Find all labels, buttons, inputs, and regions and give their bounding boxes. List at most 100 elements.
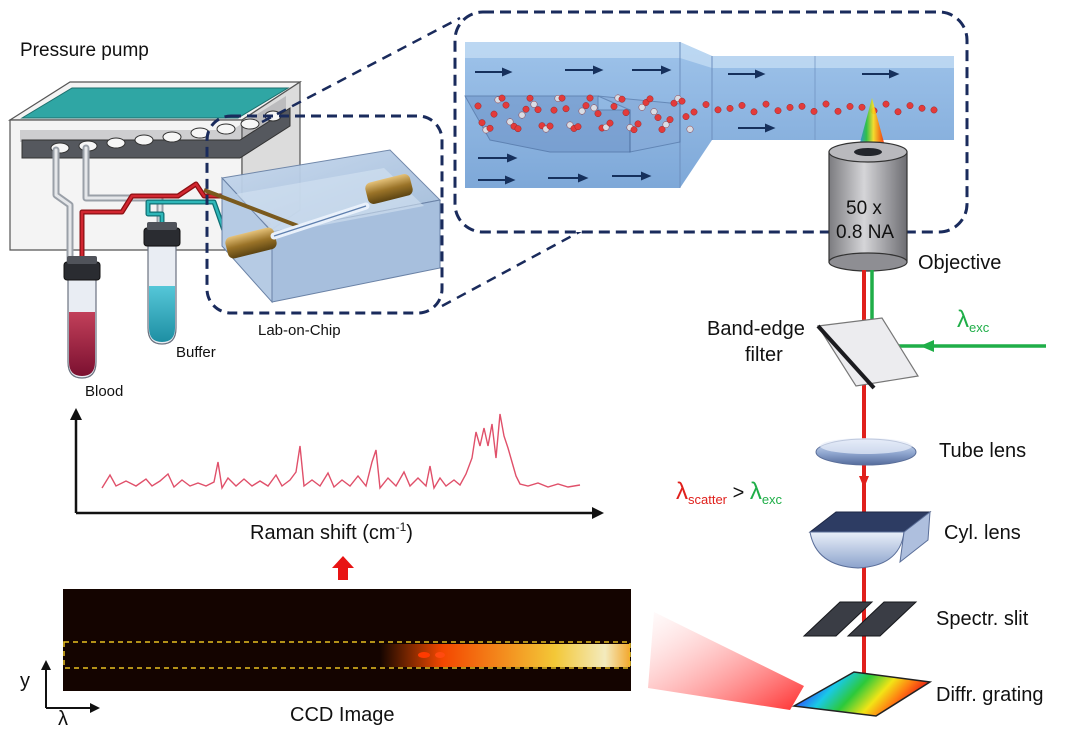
cell-particle xyxy=(834,107,842,115)
band-edge-label-line1: Band-edge xyxy=(707,318,805,340)
cell-particle xyxy=(610,103,618,110)
cell-particle xyxy=(650,108,658,116)
spectrum-axes xyxy=(70,408,604,519)
cell-particle xyxy=(646,95,654,103)
cell-particle xyxy=(654,114,662,121)
cell-particle xyxy=(810,107,818,115)
cell-particle xyxy=(670,99,678,107)
lab-on-chip-label: Lab-on-Chip xyxy=(258,322,341,339)
cell-particle xyxy=(738,102,746,109)
pressure-pump-label: Pressure pump xyxy=(20,40,149,61)
cell-particle xyxy=(786,104,794,111)
lens-icon xyxy=(808,510,932,569)
cell-particle xyxy=(606,119,614,127)
tube-lens-label: Tube lens xyxy=(939,440,1027,462)
arrow-up-icon xyxy=(332,556,354,580)
cell-particle xyxy=(638,103,646,111)
blood-label: Blood xyxy=(85,383,124,400)
lambda-symbol: λ xyxy=(676,478,688,505)
lambda-symbol: λ xyxy=(957,306,969,333)
cell-particle xyxy=(534,106,542,114)
cell-particle xyxy=(930,106,938,114)
cell-particle xyxy=(586,94,594,102)
cell-particle xyxy=(590,104,598,112)
diffr-grating-label: Diffr. grating xyxy=(936,684,1044,706)
objective-icon xyxy=(828,141,908,272)
dispersed-beam xyxy=(648,612,804,710)
cell-particle xyxy=(558,94,566,102)
cell-stream xyxy=(474,94,938,134)
spectr-slit-label: Spectr. slit xyxy=(936,608,1029,630)
objective-na-label: 0.8 NA xyxy=(836,222,895,243)
cell-particle xyxy=(486,124,494,132)
ccd-image xyxy=(63,589,631,691)
cell-particle xyxy=(518,111,526,119)
cell-particle xyxy=(662,121,670,129)
cell-particle xyxy=(666,116,674,123)
slit-icon xyxy=(802,601,918,637)
grating-icon xyxy=(791,671,933,717)
cell-particle xyxy=(774,107,782,115)
chip-zoom-box xyxy=(205,114,444,315)
cell-particle xyxy=(514,125,522,133)
raman-axis-text: Raman shift (cm xyxy=(250,522,396,544)
objective-label: Objective xyxy=(918,252,1002,274)
cell-particle xyxy=(490,110,498,118)
sample-tube-icon xyxy=(63,256,101,379)
cell-particle xyxy=(762,100,770,108)
greater-than: > xyxy=(727,482,750,504)
exc-subscript: exc xyxy=(969,320,990,335)
cell-particle xyxy=(562,105,570,113)
cell-particle xyxy=(918,104,926,112)
lab-on-chip-icon xyxy=(203,149,442,304)
cell-particle xyxy=(846,103,854,110)
cell-particle xyxy=(546,122,554,130)
cell-particle xyxy=(594,110,602,117)
scatter-relation-label: λscatter > λexc xyxy=(676,478,782,507)
ccd-image-label: CCD Image xyxy=(290,704,395,726)
cell-particle xyxy=(682,113,690,120)
lambda-axis-label: λ xyxy=(58,708,68,730)
cell-particle xyxy=(522,105,530,113)
cell-particle xyxy=(714,106,722,114)
raman-axis-close: ) xyxy=(406,522,413,544)
band-edge-label-line2: filter xyxy=(745,344,783,366)
cell-particle xyxy=(750,108,758,116)
cell-particle xyxy=(478,119,486,127)
cell-particle xyxy=(658,126,666,133)
cell-particle xyxy=(858,103,866,111)
cell-particle xyxy=(474,102,482,110)
lens-icon xyxy=(815,438,917,466)
cell-particle xyxy=(622,109,630,117)
cell-particle xyxy=(678,97,686,105)
cell-particle xyxy=(882,100,890,108)
y-axis-label: y xyxy=(20,670,30,692)
cell-particle xyxy=(894,108,902,116)
cell-particle xyxy=(502,101,510,109)
cell-particle xyxy=(702,101,710,108)
cell-particle xyxy=(582,102,590,110)
cell-particle xyxy=(726,105,734,112)
cell-particle xyxy=(574,123,582,131)
cyl-lens-label: Cyl. lens xyxy=(944,522,1021,544)
cell-particle xyxy=(498,94,506,102)
raman-axis-label: Raman shift (cm-1) xyxy=(250,520,413,545)
cell-particle xyxy=(686,125,694,133)
microchannel xyxy=(464,42,954,188)
raman-spectrum-line xyxy=(101,413,581,491)
cell-particle xyxy=(530,100,538,108)
cell-particle xyxy=(550,106,558,114)
sample-tube-icon xyxy=(143,222,181,345)
cell-particle xyxy=(822,100,830,108)
cell-particle xyxy=(630,126,638,134)
cell-particle xyxy=(618,95,626,103)
buffer-label: Buffer xyxy=(176,344,216,361)
cell-particle xyxy=(798,102,806,110)
lambda-exc-label: λexc xyxy=(957,306,989,335)
cell-particle xyxy=(506,118,514,126)
exc-subscript: exc xyxy=(761,492,783,507)
ccd-axes xyxy=(41,660,100,713)
cell-particle xyxy=(634,120,642,128)
cell-particle xyxy=(690,108,698,116)
